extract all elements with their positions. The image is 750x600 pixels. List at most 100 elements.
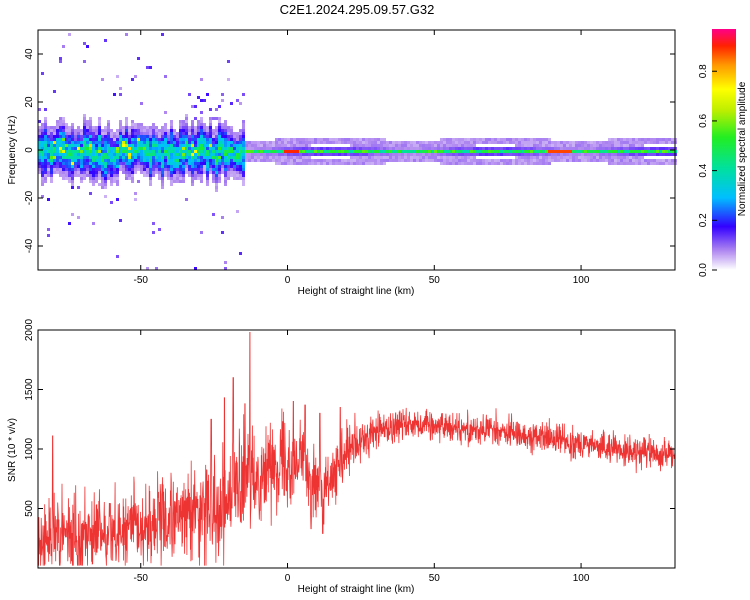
heatmap-cell (224, 153, 227, 156)
heatmap-cell (227, 147, 230, 150)
heatmap-cell (167, 177, 170, 180)
heatmap-cell (605, 144, 608, 147)
heatmap-cell (182, 138, 185, 141)
heatmap-cell (104, 159, 107, 162)
heatmap-cell (371, 162, 374, 165)
heatmap-cell (452, 150, 455, 153)
heatmap-cell (236, 165, 239, 168)
heatmap-cell (662, 138, 665, 141)
heatmap-cell (149, 162, 152, 165)
heatmap-cell (161, 147, 164, 150)
heatmap-cell (173, 165, 176, 168)
heatmap-cell (653, 147, 656, 150)
heatmap-cell (347, 153, 350, 156)
heatmap-cell (581, 141, 584, 144)
heatmap-cell (77, 153, 80, 156)
heatmap-cell (398, 159, 401, 162)
heatmap-cell (71, 165, 74, 168)
heatmap-cell (239, 144, 242, 147)
heatmap-cell (641, 156, 644, 159)
heatmap-cell (110, 132, 113, 135)
heatmap-cell (41, 132, 44, 135)
heatmap-cell (116, 144, 119, 147)
heatmap-cell (242, 126, 245, 129)
heatmap-cell (62, 147, 65, 150)
heatmap-cell (509, 141, 512, 144)
heatmap-cell (200, 120, 203, 123)
heatmap-cell (467, 156, 470, 159)
heatmap-cell (92, 141, 95, 144)
heatmap-cell (152, 156, 155, 159)
heatmap-cell (356, 153, 359, 156)
heatmap-cell (68, 162, 71, 165)
heatmap-cell (605, 153, 608, 156)
heatmap-cell (527, 144, 530, 147)
heatmap-cell (92, 150, 95, 153)
heatmap-cell (443, 138, 446, 141)
heatmap-cell (638, 144, 641, 147)
heatmap-cell (200, 135, 203, 138)
heatmap-cell (173, 177, 176, 180)
heatmap-cell (65, 159, 68, 162)
heatmap-cell (281, 138, 284, 141)
heatmap-cell (224, 135, 227, 138)
heatmap-cell (188, 147, 191, 150)
heatmap-cell (647, 138, 650, 141)
heatmap-cell (392, 144, 395, 147)
heatmap-cell (557, 150, 560, 153)
heatmap-cell (131, 180, 134, 183)
heatmap-cell (206, 153, 209, 156)
heatmap-cell (68, 141, 71, 144)
heatmap-cell (197, 156, 200, 159)
heatmap-cell (362, 153, 365, 156)
heatmap-cell (611, 156, 614, 159)
heatmap-cell (221, 123, 224, 126)
heatmap-cell (224, 165, 227, 168)
heatmap-cell (161, 135, 164, 138)
heatmap-cell (545, 144, 548, 147)
heatmap-cell (212, 141, 215, 144)
heatmap-cell (104, 141, 107, 144)
heatmap-cell (155, 132, 158, 135)
heatmap-cell (350, 159, 353, 162)
heatmap-cell (329, 162, 332, 165)
heatmap-cell (122, 135, 125, 138)
heatmap-cell (623, 147, 626, 150)
heatmap-cell (347, 141, 350, 144)
heatmap-cell (614, 141, 617, 144)
heatmap-cell (203, 168, 206, 171)
heatmap-cell (206, 177, 209, 180)
heatmap-cell (440, 144, 443, 147)
heatmap-cell (446, 147, 449, 150)
heatmap-cell (41, 126, 44, 129)
heatmap-cell (293, 159, 296, 162)
heatmap-cell (227, 129, 230, 132)
heatmap-cell (620, 162, 623, 165)
heatmap-cell (167, 144, 170, 147)
heatmap-cell (404, 156, 407, 159)
heatmap-cell (41, 162, 44, 165)
heatmap-cell (374, 144, 377, 147)
heatmap-cell (284, 141, 287, 144)
heatmap-cell (296, 159, 299, 162)
heatmap-cell (296, 156, 299, 159)
heatmap-cell (41, 129, 44, 132)
heatmap-cell (599, 144, 602, 147)
heatmap-cell (140, 165, 143, 168)
heatmap-cell (95, 132, 98, 135)
heatmap-cell (47, 135, 50, 138)
heatmap-cell (131, 165, 134, 168)
heatmap-cell (407, 150, 410, 153)
heatmap-cell (56, 126, 59, 129)
heatmap-cell (239, 162, 242, 165)
heatmap-cell (365, 156, 368, 159)
heatmap-cell (569, 156, 572, 159)
heatmap-cell (302, 150, 305, 153)
heatmap-y-tick-label: 40 (24, 48, 35, 60)
heatmap-cell (665, 162, 668, 165)
heatmap-y-tick-label: 0 (24, 147, 35, 153)
heatmap-cell (662, 141, 665, 144)
heatmap-cell (137, 57, 140, 60)
heatmap-cell (563, 153, 566, 156)
heatmap-cell (470, 159, 473, 162)
